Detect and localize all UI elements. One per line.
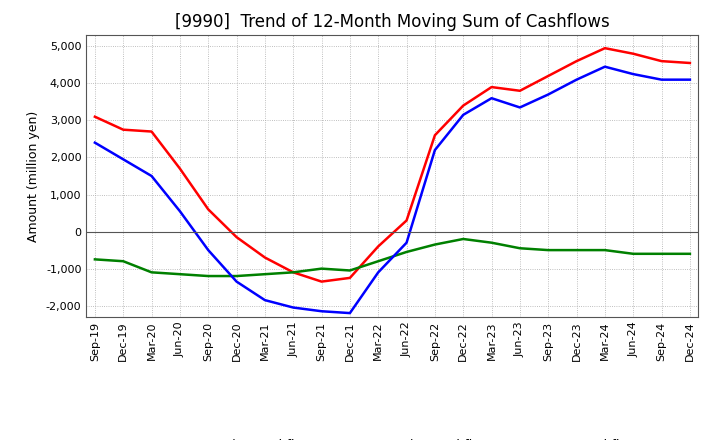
Investing Cashflow [318, 266, 326, 271]
Operating Cashflow [148, 129, 156, 134]
Free Cashflow [516, 105, 524, 110]
Operating Cashflow [572, 59, 581, 64]
Operating Cashflow [402, 218, 411, 223]
Investing Cashflow [544, 247, 552, 253]
Investing Cashflow [261, 271, 269, 277]
Operating Cashflow [544, 73, 552, 79]
Operating Cashflow [119, 127, 127, 132]
Investing Cashflow [685, 251, 694, 257]
Free Cashflow [374, 270, 382, 275]
Investing Cashflow [516, 246, 524, 251]
Free Cashflow [91, 140, 99, 145]
Free Cashflow [318, 308, 326, 314]
Operating Cashflow [374, 244, 382, 249]
Free Cashflow [119, 157, 127, 162]
Investing Cashflow [431, 242, 439, 247]
Free Cashflow [204, 247, 212, 253]
Free Cashflow [544, 92, 552, 97]
Investing Cashflow [91, 257, 99, 262]
Operating Cashflow [91, 114, 99, 119]
Investing Cashflow [657, 251, 666, 257]
Free Cashflow [402, 240, 411, 246]
Free Cashflow [261, 297, 269, 303]
Operating Cashflow [176, 166, 184, 171]
Line: Free Cashflow: Free Cashflow [95, 67, 690, 313]
Operating Cashflow [346, 275, 354, 281]
Investing Cashflow [402, 249, 411, 255]
Free Cashflow [346, 311, 354, 316]
Free Cashflow [629, 71, 637, 77]
Free Cashflow [459, 112, 467, 117]
Operating Cashflow [487, 84, 496, 90]
Operating Cashflow [261, 255, 269, 260]
Investing Cashflow [629, 251, 637, 257]
Free Cashflow [148, 173, 156, 179]
Legend: Operating Cashflow, Investing Cashflow, Free Cashflow: Operating Cashflow, Investing Cashflow, … [143, 434, 642, 440]
Investing Cashflow [119, 259, 127, 264]
Free Cashflow [600, 64, 609, 70]
Investing Cashflow [148, 270, 156, 275]
Operating Cashflow [318, 279, 326, 284]
Free Cashflow [233, 279, 241, 284]
Free Cashflow [289, 305, 297, 310]
Y-axis label: Amount (million yen): Amount (million yen) [27, 110, 40, 242]
Investing Cashflow [459, 236, 467, 242]
Investing Cashflow [346, 268, 354, 273]
Investing Cashflow [233, 273, 241, 279]
Free Cashflow [657, 77, 666, 82]
Free Cashflow [572, 77, 581, 82]
Operating Cashflow [600, 45, 609, 51]
Operating Cashflow [289, 270, 297, 275]
Line: Operating Cashflow: Operating Cashflow [95, 48, 690, 282]
Operating Cashflow [629, 51, 637, 56]
Operating Cashflow [431, 132, 439, 138]
Operating Cashflow [459, 103, 467, 108]
Investing Cashflow [572, 247, 581, 253]
Operating Cashflow [233, 235, 241, 240]
Line: Investing Cashflow: Investing Cashflow [95, 239, 690, 276]
Title: [9990]  Trend of 12-Month Moving Sum of Cashflows: [9990] Trend of 12-Month Moving Sum of C… [175, 13, 610, 31]
Operating Cashflow [657, 59, 666, 64]
Investing Cashflow [600, 247, 609, 253]
Investing Cashflow [374, 259, 382, 264]
Investing Cashflow [289, 270, 297, 275]
Investing Cashflow [176, 271, 184, 277]
Operating Cashflow [516, 88, 524, 93]
Operating Cashflow [204, 207, 212, 212]
Investing Cashflow [487, 240, 496, 246]
Free Cashflow [176, 209, 184, 214]
Free Cashflow [487, 95, 496, 101]
Investing Cashflow [204, 273, 212, 279]
Free Cashflow [685, 77, 694, 82]
Operating Cashflow [685, 60, 694, 66]
Free Cashflow [431, 147, 439, 153]
